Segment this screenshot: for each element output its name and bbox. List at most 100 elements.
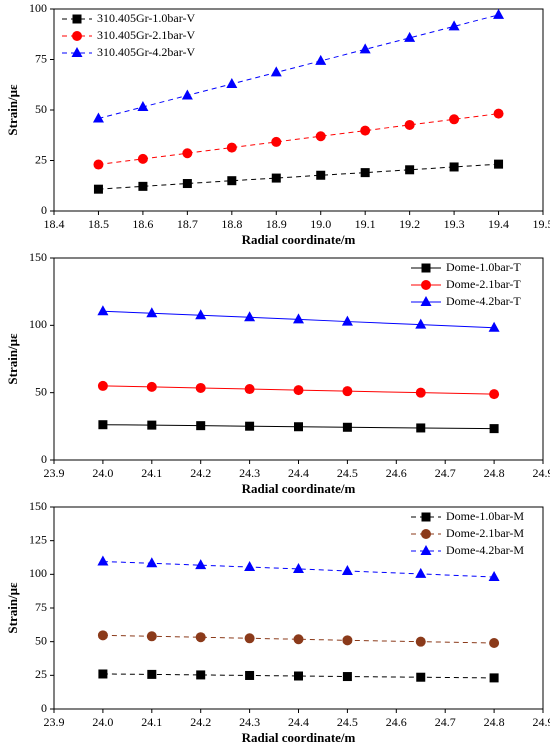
marker xyxy=(341,315,353,326)
marker xyxy=(293,634,304,645)
marker xyxy=(420,545,432,555)
marker xyxy=(270,66,282,77)
y-tick-label: 150 xyxy=(29,499,47,513)
x-tick-label: 18.4 xyxy=(44,217,65,231)
x-tick-label: 24.2 xyxy=(190,466,211,480)
marker xyxy=(415,387,426,398)
marker xyxy=(147,420,157,430)
x-tick-label: 24.7 xyxy=(435,466,456,480)
y-axis-label: Strain/με xyxy=(5,582,20,634)
marker xyxy=(137,153,148,164)
y-tick-label: 100 xyxy=(29,566,47,580)
marker xyxy=(316,170,326,180)
marker xyxy=(421,280,431,290)
marker xyxy=(415,636,426,647)
marker xyxy=(294,422,303,432)
marker xyxy=(293,313,304,324)
marker xyxy=(244,633,255,644)
x-tick-label: 18.8 xyxy=(221,217,242,231)
marker xyxy=(404,31,416,42)
marker xyxy=(342,422,352,432)
y-tick-label: 75 xyxy=(35,600,47,614)
marker xyxy=(293,562,304,573)
marker xyxy=(72,31,82,41)
y-tick-label: 100 xyxy=(29,1,47,15)
marker xyxy=(195,632,206,643)
marker xyxy=(146,307,158,318)
marker xyxy=(493,108,504,119)
marker xyxy=(489,673,499,683)
marker xyxy=(293,385,304,396)
legend-label: Dome-4.2bar-T xyxy=(446,294,521,308)
marker xyxy=(488,571,500,582)
x-tick-label: 24.9 xyxy=(533,466,550,480)
x-tick-label: 24.6 xyxy=(386,715,407,729)
marker xyxy=(415,318,427,329)
y-tick-label: 50 xyxy=(35,633,47,647)
marker xyxy=(359,43,371,54)
y-tick-label: 0 xyxy=(41,452,47,466)
y-tick-label: 150 xyxy=(29,250,47,264)
marker xyxy=(71,47,83,57)
marker xyxy=(360,168,370,178)
x-tick-label: 19.5 xyxy=(533,217,550,231)
chart-panel: 0 25 50 75 100 18.4 18.5 18.6 18.7 18.8 18.9 19.0 19… xyxy=(5,1,550,247)
marker xyxy=(420,296,432,306)
x-tick-label: 19.2 xyxy=(399,217,420,231)
x-tick-label: 19.0 xyxy=(310,217,331,231)
x-tick-label: 19.1 xyxy=(355,217,376,231)
marker xyxy=(244,311,256,322)
marker xyxy=(342,635,353,646)
x-axis-label: Radial coordinate/m xyxy=(242,730,356,745)
marker xyxy=(226,142,237,153)
marker xyxy=(195,559,207,570)
legend-label: 310.405Gr-1.0bar-V xyxy=(97,11,195,25)
series-line xyxy=(102,634,495,644)
marker xyxy=(405,165,415,175)
x-tick-label: 19.4 xyxy=(488,217,509,231)
marker xyxy=(271,173,281,183)
marker xyxy=(448,20,460,31)
x-tick-label: 18.7 xyxy=(177,217,198,231)
marker xyxy=(182,148,193,159)
x-tick-label: 23.9 xyxy=(44,466,65,480)
y-tick-label: 0 xyxy=(41,701,47,715)
x-tick-label: 24.6 xyxy=(386,466,407,480)
x-tick-label: 24.8 xyxy=(484,466,505,480)
marker xyxy=(97,380,108,391)
marker xyxy=(494,159,504,169)
marker xyxy=(342,672,352,682)
marker xyxy=(415,567,427,578)
legend-label: Dome-1.0bar-T xyxy=(446,260,521,274)
x-tick-label: 24.0 xyxy=(92,715,113,729)
marker xyxy=(181,89,193,100)
legend-label: Dome-4.2bar-M xyxy=(446,543,524,557)
series-line xyxy=(102,310,495,329)
series-line xyxy=(98,14,499,119)
marker xyxy=(138,181,148,191)
marker xyxy=(196,421,206,431)
x-tick-label: 23.9 xyxy=(44,715,65,729)
marker xyxy=(226,77,238,88)
marker xyxy=(182,179,192,189)
x-tick-label: 18.9 xyxy=(266,217,287,231)
marker xyxy=(271,136,282,147)
marker xyxy=(147,669,157,679)
series-line xyxy=(98,113,499,166)
marker xyxy=(245,421,255,431)
marker xyxy=(341,564,353,575)
marker xyxy=(137,100,149,111)
marker xyxy=(493,8,505,19)
y-tick-label: 50 xyxy=(35,384,47,398)
x-tick-label: 24.8 xyxy=(484,715,505,729)
series-line xyxy=(102,424,495,430)
marker xyxy=(488,321,500,332)
marker xyxy=(244,384,255,395)
marker xyxy=(421,529,431,539)
marker xyxy=(97,555,109,566)
legend-label: 310.405Gr-4.2bar-V xyxy=(97,45,195,59)
series-line xyxy=(102,385,495,395)
marker xyxy=(315,131,326,142)
marker xyxy=(72,14,82,24)
